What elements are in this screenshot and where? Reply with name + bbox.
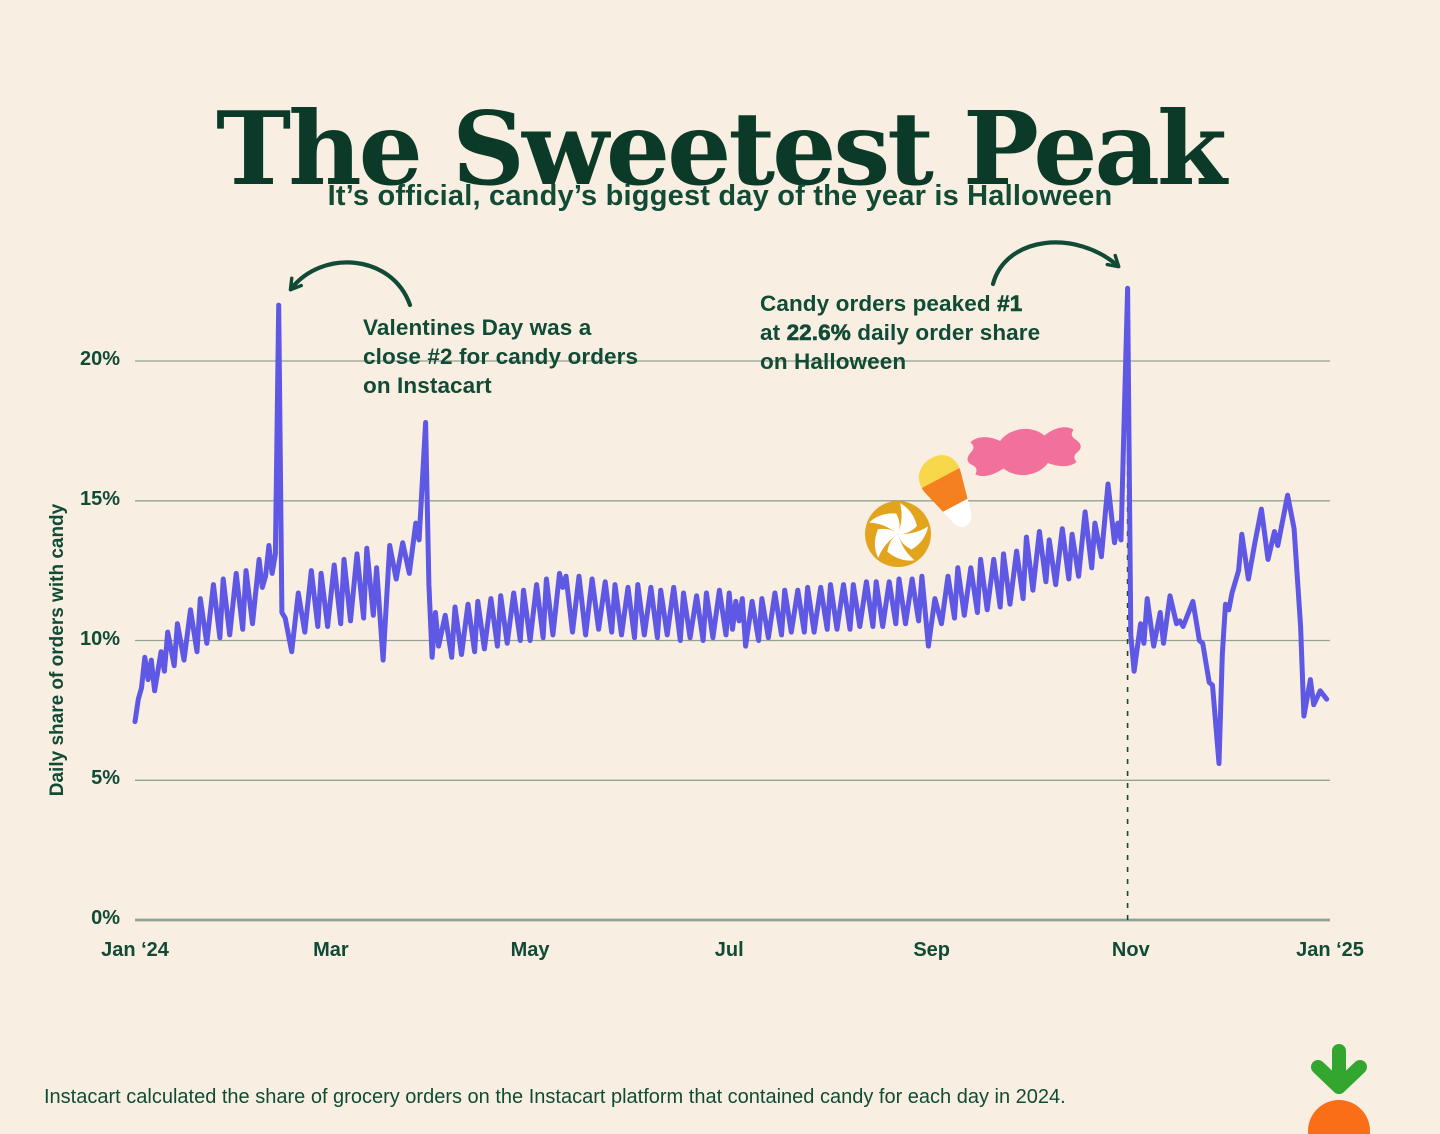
series-layer <box>132 285 1330 766</box>
annotation-halloween-line1: Candy orders peaked #1 <box>760 291 1023 317</box>
peppermint-candy-icon <box>865 501 931 567</box>
valentines-arrow <box>288 260 413 308</box>
daily-candy-share-line <box>132 285 1330 766</box>
carrot-leaf <box>1311 1044 1367 1094</box>
annotation-halloween-line3: on Halloween <box>760 349 907 374</box>
halloween-arrow <box>990 240 1121 287</box>
methodology-note: Instacart calculated the share of grocer… <box>44 1086 1066 1108</box>
annotation-valentines-line1: Valentines Day was a <box>363 315 592 340</box>
wrapped-candy-icon <box>967 427 1081 477</box>
y-axis-title: Daily share of orders with candy <box>47 503 68 797</box>
page-subtitle: It’s official, candy’s biggest day of th… <box>327 180 1113 212</box>
annotation-arrows <box>288 240 1121 308</box>
page-title: The Sweetest Peak <box>216 88 1227 208</box>
annotation-halloween: Candy orders peaked #1 at 22.6% daily or… <box>760 289 1040 376</box>
annotation-halloween-line2: at 22.6% daily order share <box>760 320 1041 346</box>
annotation-valentines-line3: on Instacart <box>363 373 492 398</box>
carrot-body <box>1308 1100 1370 1134</box>
peppermint-swirl <box>869 503 929 561</box>
instacart-carrot-logo <box>1308 1044 1370 1134</box>
annotation-valentines-line2: close #2 for candy orders <box>363 344 639 369</box>
annotation-valentines: Valentines Day was a close #2 for candy … <box>363 313 638 400</box>
